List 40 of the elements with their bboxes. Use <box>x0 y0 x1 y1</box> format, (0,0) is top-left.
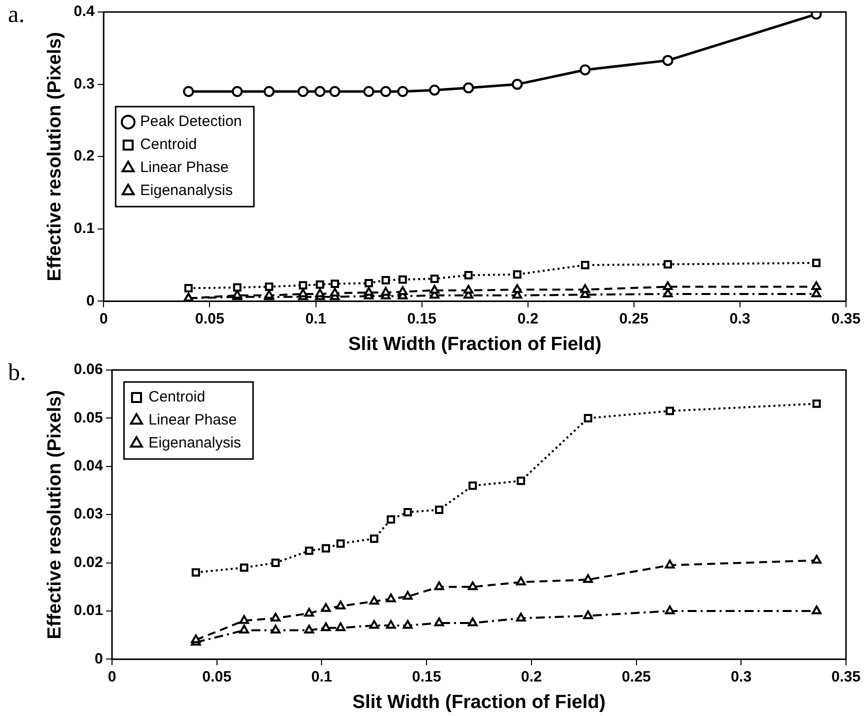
x-axis-title: Slit Width (Fraction of Field) <box>352 692 606 713</box>
x-tick-label: 0.15 <box>407 310 436 328</box>
x-tick-label: 0.35 <box>831 310 861 328</box>
legend-label: Eigenanalysis <box>148 434 242 452</box>
legend-label: Centroid <box>140 136 197 154</box>
x-tick-label: 0 <box>108 668 116 686</box>
y-tick-label: 0.06 <box>74 361 103 378</box>
y-axis-title: Effective resolution (Pixels) <box>44 390 66 640</box>
x-tick-label: 0.2 <box>517 310 538 328</box>
y-tick-label: 0.05 <box>74 409 103 426</box>
x-tick-label: 0.1 <box>311 668 332 686</box>
y-tick-label: 0.4 <box>74 3 96 20</box>
x-tick-label: 0.3 <box>730 310 750 328</box>
y-tick-label: 0.2 <box>74 148 95 165</box>
y-tick-label: 0 <box>86 292 95 310</box>
y-axis-title: Effective resolution (Pixels) <box>44 32 66 282</box>
x-tick-label: 0.25 <box>622 668 651 686</box>
y-tick-label: 0.04 <box>74 458 104 475</box>
x-tick-label: 0.1 <box>305 310 326 328</box>
legend-label: Linear Phase <box>148 412 237 429</box>
x-axis-title: Slit Width (Fraction of Field) <box>348 334 602 355</box>
legend-label: Linear Phase <box>140 159 229 176</box>
y-tick-label: 0 <box>94 650 103 668</box>
x-tick-label: 0.05 <box>202 668 232 686</box>
y-tick-label: 0.01 <box>74 602 103 620</box>
legend-label: Peak Detection <box>140 113 242 130</box>
text: b. <box>8 360 26 387</box>
text: a. <box>8 2 25 29</box>
y-tick-label: 0.1 <box>74 220 95 238</box>
legend-label: Eigenanalysis <box>140 182 233 200</box>
x-tick-label: 0.05 <box>195 310 224 328</box>
x-tick-label: 0.2 <box>520 668 542 686</box>
y-tick-label: 0.02 <box>74 554 103 571</box>
x-tick-label: 0.25 <box>619 310 648 328</box>
x-tick-label: 0.35 <box>831 668 861 686</box>
legend-label: Centroid <box>148 388 206 406</box>
y-tick-label: 0.3 <box>74 75 95 92</box>
y-tick-label: 0.03 <box>74 506 103 523</box>
x-tick-label: 0.3 <box>730 668 752 686</box>
x-tick-label: 0.15 <box>412 668 442 686</box>
